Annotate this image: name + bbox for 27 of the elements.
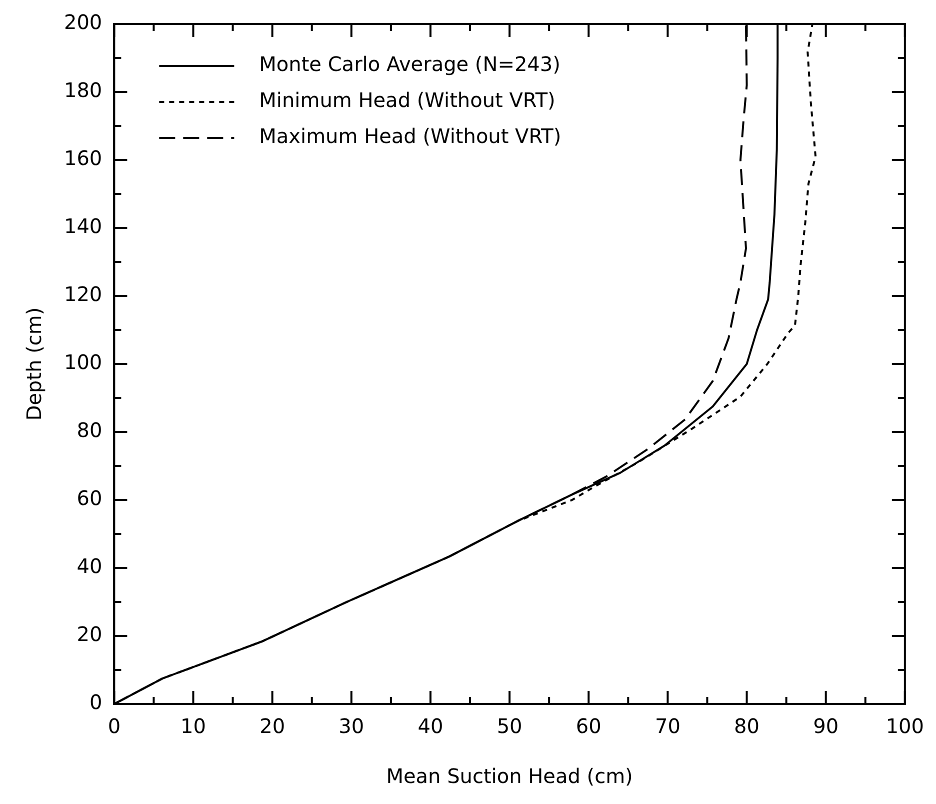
y-tick-label: 60	[76, 486, 102, 510]
x-axis-title: Mean Suction Head (cm)	[386, 764, 633, 788]
y-tick-label: 200	[64, 10, 102, 34]
y-tick-label: 180	[64, 78, 102, 102]
y-tick-label: 40	[76, 554, 102, 578]
x-tick-label: 0	[108, 714, 121, 738]
y-tick-label: 100	[64, 350, 102, 374]
x-tick-label: 70	[654, 714, 680, 738]
x-tick-label: 20	[260, 714, 286, 738]
x-tick-label: 80	[734, 714, 760, 738]
x-tick-label: 10	[180, 714, 206, 738]
y-tick-label: 120	[64, 282, 102, 306]
legend-label: Maximum Head (Without VRT)	[259, 124, 562, 148]
x-tick-label: 100	[886, 714, 924, 738]
legend-label: Minimum Head (Without VRT)	[259, 88, 556, 112]
y-tick-label: 20	[76, 622, 102, 646]
x-tick-label: 90	[813, 714, 839, 738]
legend-label: Monte Carlo Average (N=243)	[259, 52, 560, 76]
x-tick-label: 40	[418, 714, 444, 738]
y-axis-title: Depth (cm)	[22, 307, 46, 421]
x-tick-label: 30	[338, 714, 364, 738]
y-tick-label: 0	[89, 690, 102, 714]
y-tick-label: 160	[64, 146, 102, 170]
y-tick-label: 140	[64, 214, 102, 238]
x-tick-label: 60	[576, 714, 602, 738]
x-tick-label: 50	[496, 714, 522, 738]
y-tick-label: 80	[76, 418, 102, 442]
